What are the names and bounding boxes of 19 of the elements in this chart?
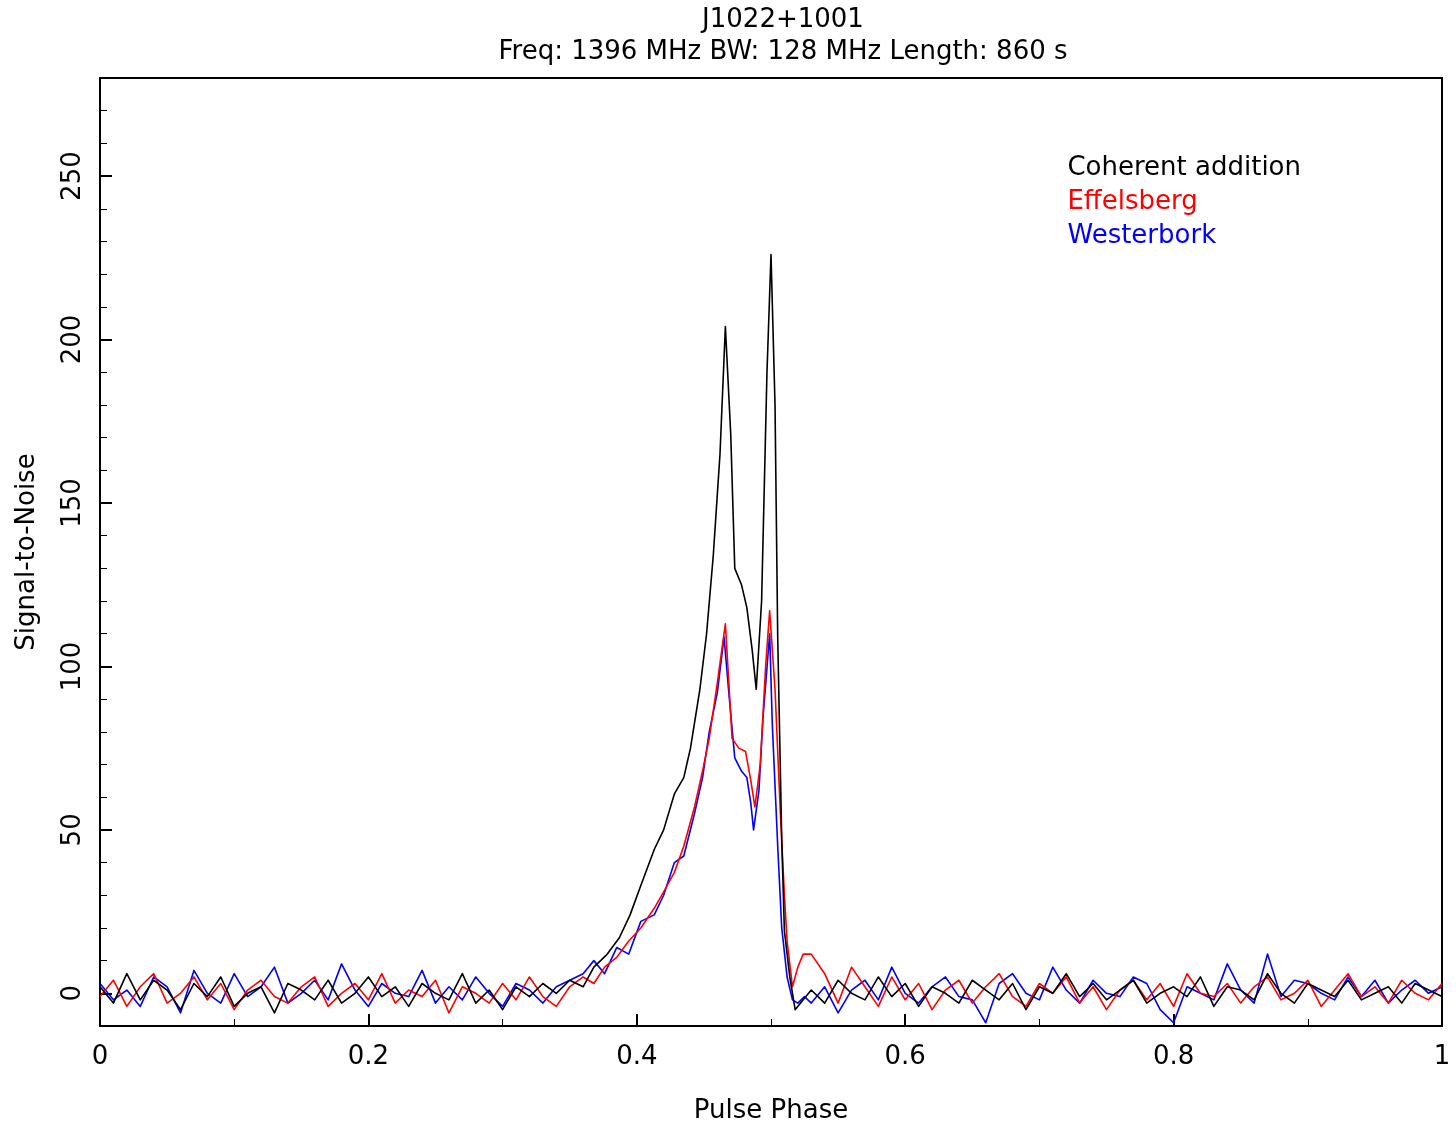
x-tick-label: 0.4 (616, 1040, 658, 1070)
x-tick-label: 0 (91, 1040, 109, 1070)
y-tick-label: 50 (56, 813, 86, 847)
text: Coherent addition (1067, 151, 1302, 181)
y-tick-label: 250 (56, 151, 86, 201)
y-tick-label: 0 (56, 985, 86, 1002)
x-axis-title: Pulse Phase (693, 1094, 849, 1124)
y-tick-label: 200 (56, 314, 86, 365)
x-tick-label: 0.8 (1152, 1040, 1195, 1070)
x-tick-label: 0.2 (347, 1040, 390, 1070)
x-tick-label: 0.6 (884, 1040, 926, 1070)
text: Effelsberg (1067, 185, 1198, 215)
chart-subtitle: Freq: 1396 MHz BW: 128 MHz Length: 860 s (498, 35, 1068, 65)
x-tick-label: 1 (1433, 1040, 1451, 1070)
y-axis-title: Signal-to-Noise (10, 453, 40, 651)
chart-title: J1022+1001 (700, 3, 864, 33)
text: Westerbork (1067, 219, 1217, 249)
y-tick-label: 150 (56, 478, 86, 528)
y-tick-label: 100 (56, 641, 86, 692)
